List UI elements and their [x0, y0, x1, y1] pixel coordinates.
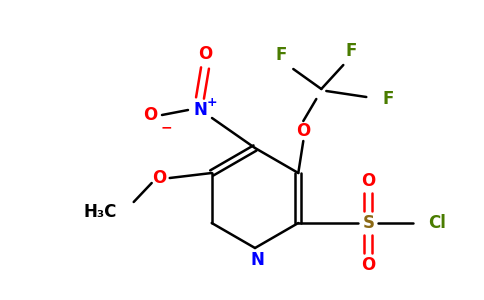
Text: F: F	[275, 46, 287, 64]
Text: O: O	[361, 256, 376, 274]
Text: F: F	[382, 90, 393, 108]
Text: −: −	[160, 120, 172, 134]
Text: H₃C: H₃C	[83, 203, 117, 221]
Text: S: S	[363, 214, 374, 232]
Text: O: O	[152, 169, 167, 187]
Text: N: N	[193, 101, 207, 119]
Text: Cl: Cl	[428, 214, 446, 232]
Text: +: +	[207, 95, 217, 109]
Text: O: O	[361, 172, 376, 190]
Text: N: N	[250, 251, 264, 269]
Text: O: O	[198, 45, 212, 63]
Text: F: F	[346, 42, 357, 60]
Text: O: O	[296, 122, 310, 140]
Text: O: O	[143, 106, 157, 124]
